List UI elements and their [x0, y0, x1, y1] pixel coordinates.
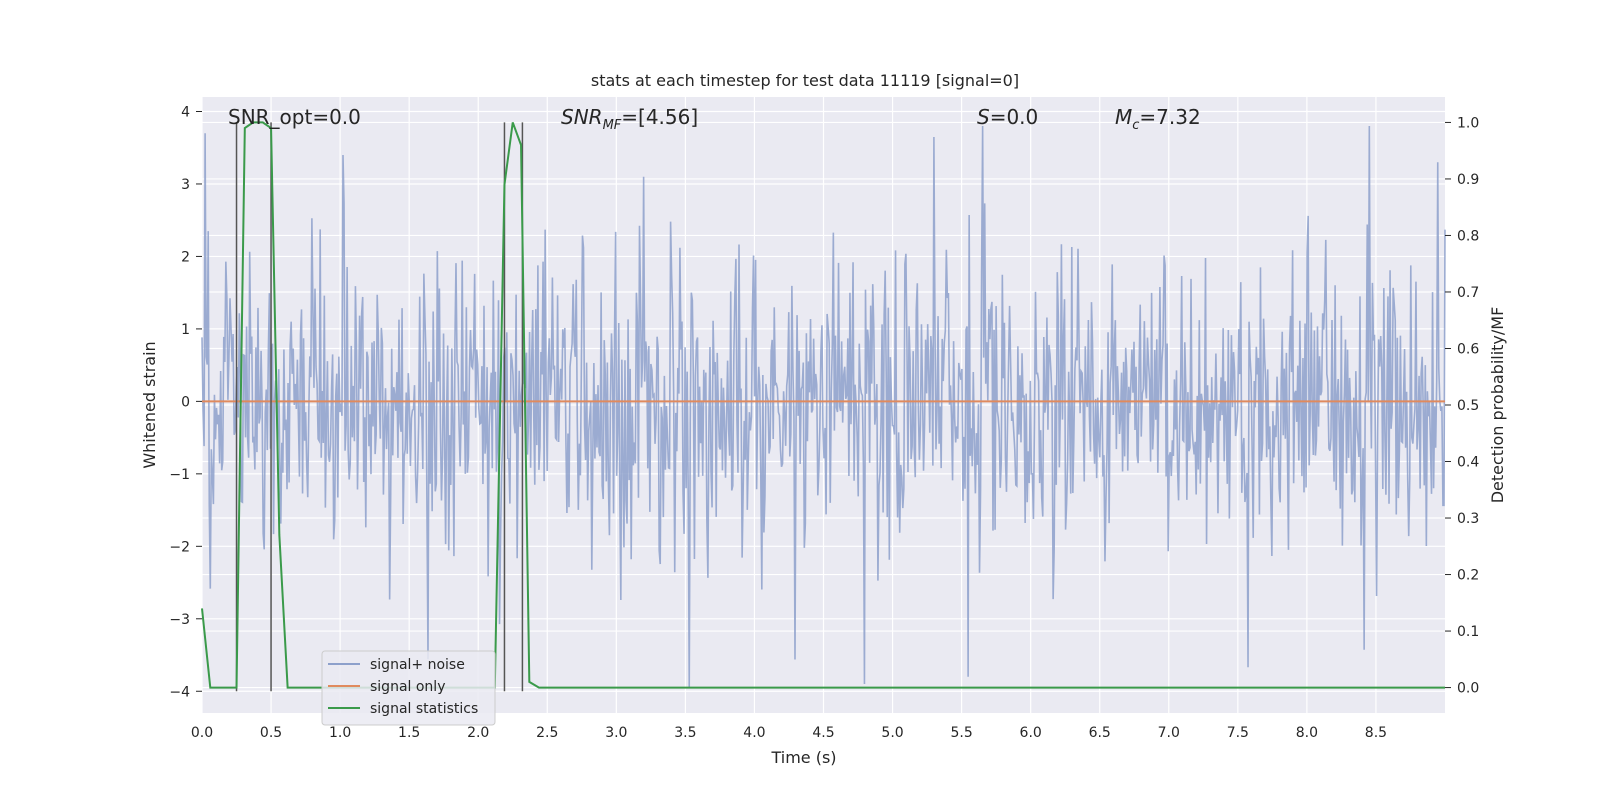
x-tick-label: 2.0: [467, 725, 489, 741]
signal-noise-line: [201, 125, 1446, 688]
snr-opt-annotation: SNR_opt=0.0: [228, 105, 361, 129]
y-right-tick-label: 0.4: [1457, 455, 1479, 471]
y-right-tick-label: 0.9: [1457, 172, 1479, 188]
legend-label-noise: signal+ noise: [370, 657, 465, 673]
s-main: S: [977, 105, 990, 129]
y-tick-label: −2: [169, 539, 190, 555]
x-tick-label: 0.5: [260, 725, 282, 741]
legend: signal+ noise signal only signal statist…: [321, 650, 496, 726]
legend-box: [321, 650, 496, 726]
signal-noise-series: [201, 125, 1446, 688]
snr-mf-main: SNR: [561, 105, 603, 129]
mc-value: =7.32: [1139, 105, 1200, 129]
y-right-tick-label: 0.0: [1457, 681, 1479, 697]
y-right-tick-label: 0.3: [1457, 511, 1479, 527]
y-tick-label: 1: [181, 322, 190, 338]
x-tick-label: 3.5: [674, 725, 696, 741]
x-tick-label: 2.5: [536, 725, 558, 741]
snr-mf-value: =[4.56]: [621, 105, 698, 129]
x-tick-label: 8.5: [1365, 725, 1387, 741]
x-axis-ticks: 0.0 0.5 1.0 1.5 2.0 2.5 3.0 3.5 4.0 4.5 5.0 5.5 6.0 6…: [191, 725, 1387, 741]
y-tick-label: 3: [181, 177, 190, 193]
x-tick-label: 1.0: [329, 725, 351, 741]
x-tick-label: 0.0: [191, 725, 213, 741]
x-tick-label: 5.5: [950, 725, 972, 741]
snr-mf-sub: MF: [603, 118, 622, 133]
y-right-tick-label: 0.7: [1457, 285, 1479, 301]
x-tick-label: 5.0: [881, 725, 903, 741]
y-tick-label: −1: [169, 467, 190, 483]
s-annotation: S=0.0: [977, 105, 1038, 129]
mc-main: M: [1115, 105, 1132, 129]
y-tick-label: 2: [181, 249, 190, 265]
y-right-tick-label: 1.0: [1457, 115, 1479, 131]
x-tick-label: 1.5: [398, 725, 420, 741]
y-right-tick-label: 0.5: [1457, 398, 1479, 414]
y-right-axis-ticks: 0.0 0.1 0.2 0.3 0.4 0.5 0.6 0.7 0.8 0.9 1.0: [1445, 115, 1479, 697]
x-tick-label: 4.0: [743, 725, 765, 741]
x-tick-label: 4.5: [812, 725, 834, 741]
y-tick-label: −4: [169, 684, 190, 700]
legend-label-signal: signal only: [370, 679, 445, 695]
x-axis-label: Time (s): [770, 748, 836, 767]
y-right-tick-label: 0.1: [1457, 624, 1479, 640]
snr-mf-annotation: SNRMF=[4.56]: [561, 105, 698, 133]
mc-annotation: Mc=7.32: [1115, 105, 1201, 133]
y-tick-label: −3: [169, 612, 190, 628]
x-tick-label: 6.5: [1089, 725, 1111, 741]
y-right-tick-label: 0.6: [1457, 341, 1479, 357]
y-right-axis-label: Detection probability/MF: [1488, 307, 1507, 504]
y-tick-label: 0: [181, 394, 190, 410]
signal-statistics-series: [201, 121, 1445, 689]
mc-sub: c: [1132, 118, 1139, 133]
y-right-tick-label: 0.2: [1457, 568, 1479, 584]
x-tick-label: 7.5: [1227, 725, 1249, 741]
x-tick-label: 3.0: [605, 725, 627, 741]
x-tick-label: 7.0: [1158, 725, 1180, 741]
x-tick-label: 8.0: [1296, 725, 1318, 741]
y-tick-label: 4: [181, 104, 190, 120]
x-tick-label: 6.0: [1020, 725, 1042, 741]
y-axis-label: Whitened strain: [140, 341, 159, 468]
s-value: =0.0: [990, 105, 1039, 129]
chart-title: stats at each timestep for test data 111…: [591, 71, 1019, 90]
legend-label-stats: signal statistics: [370, 701, 478, 717]
y-right-tick-label: 0.8: [1457, 228, 1479, 244]
y-axis-ticks: −4 −3 −2 −1 0 1 2 3 4: [169, 104, 202, 700]
